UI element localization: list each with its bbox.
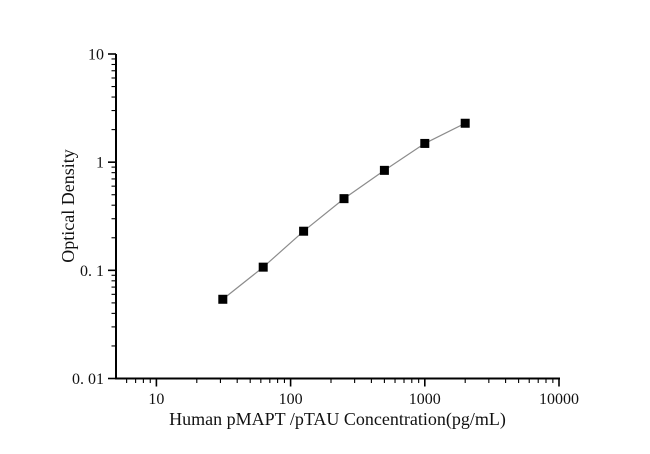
x-tick-label: 10: [148, 391, 164, 408]
y-tick-label: 0. 01: [72, 371, 104, 388]
data-point-marker: [258, 262, 268, 272]
x-tick-label: 10000: [539, 391, 579, 408]
data-point-marker: [339, 194, 349, 204]
data-point-marker: [299, 226, 309, 236]
curve-line: [222, 122, 466, 300]
data-point-marker: [379, 165, 389, 175]
data-point-marker: [218, 294, 228, 304]
data-point-marker: [420, 138, 430, 148]
x-tick-label: 100: [279, 391, 303, 408]
x-tick-label: 1000: [409, 391, 441, 408]
y-tick-label: 1: [96, 155, 104, 172]
data-point-marker: [460, 118, 470, 128]
x-axis-title: Human pMAPT /pTAU Concentration(pg/mL): [169, 409, 506, 429]
y-axis-title: Optical Density: [58, 149, 78, 263]
y-tick-label: 0. 1: [80, 263, 104, 280]
y-tick-label: 10: [88, 47, 104, 64]
